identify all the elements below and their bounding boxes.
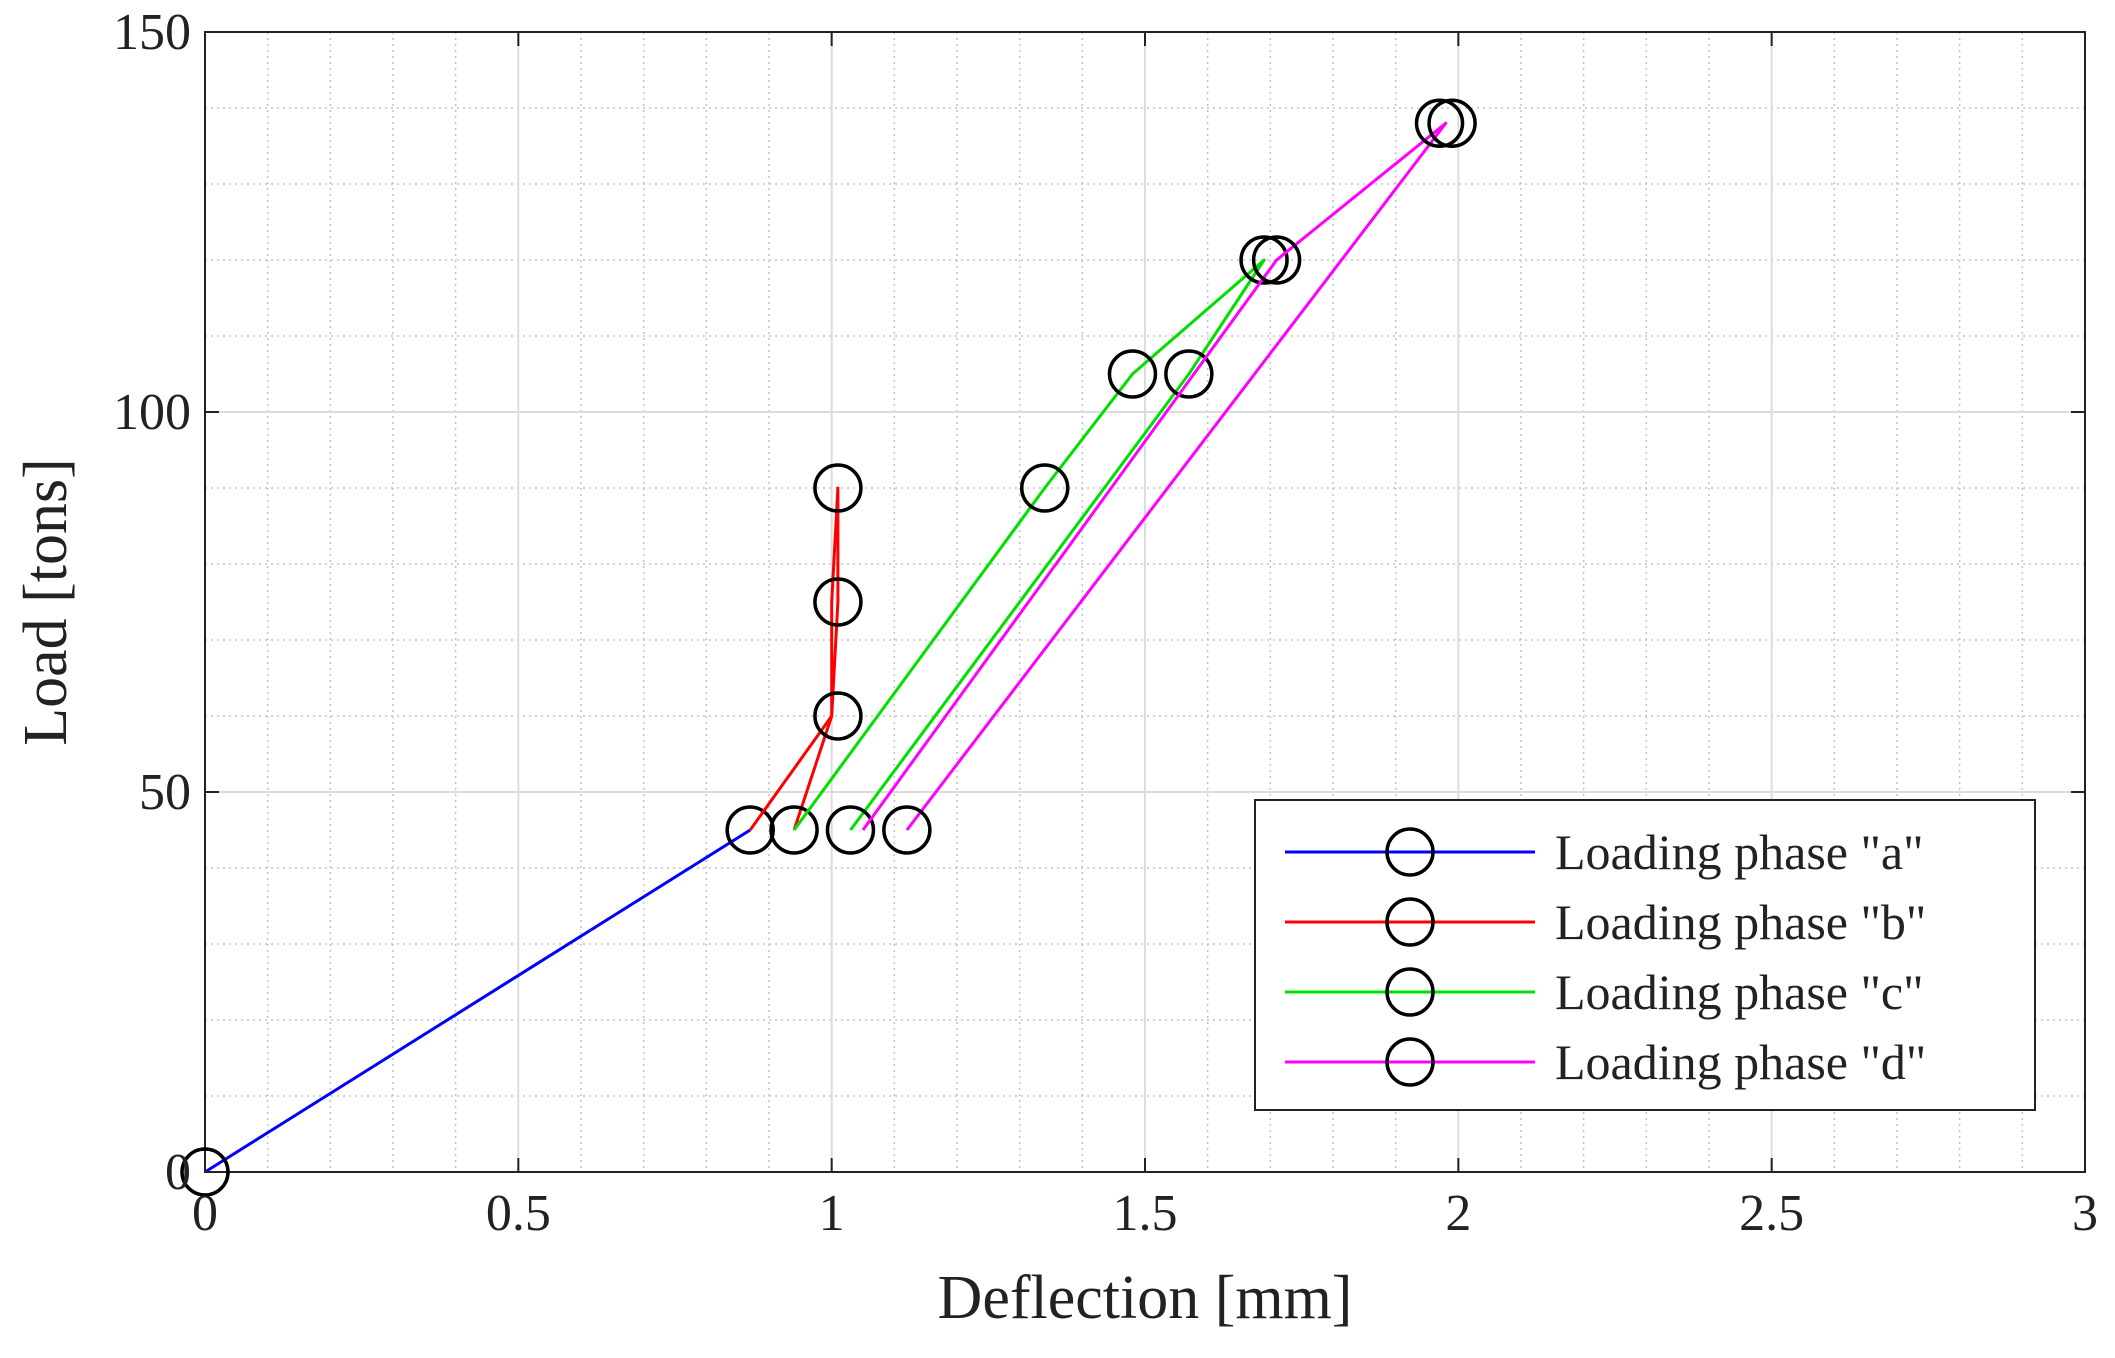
x-tick-label: 0.5 — [486, 1185, 551, 1242]
data-point-marker — [1239, 235, 1289, 285]
y-axis-title: Load [tons] — [12, 458, 80, 746]
series-layer — [180, 98, 1477, 1197]
legend-label: Loading phase "a" — [1555, 824, 1923, 880]
y-tick-label: 0 — [165, 1144, 191, 1201]
x-tick-label: 1.5 — [1113, 1185, 1178, 1242]
legend-marker-sample — [1385, 1037, 1435, 1087]
legend: Loading phase "a" Loading phase "b" Loadin… — [1254, 799, 2036, 1111]
x-tick-label: 3 — [2072, 1185, 2098, 1242]
data-point-marker — [813, 691, 863, 741]
legend-item: Loading phase "c" — [1285, 964, 1923, 1020]
data-point-marker — [1164, 349, 1214, 399]
legend-item: Loading phase "d" — [1285, 1034, 1926, 1090]
series-1 — [180, 805, 775, 1197]
data-point-marker — [1251, 235, 1302, 285]
y-tick-label: 50 — [139, 764, 191, 821]
legend-label: Loading phase "b" — [1555, 894, 1926, 950]
data-point-marker — [1019, 463, 1070, 513]
legend-marker-sample — [1385, 967, 1435, 1017]
series-2 — [748, 463, 863, 855]
y-tick-label: 150 — [113, 4, 191, 61]
legend-label: Loading phase "c" — [1555, 964, 1923, 1020]
data-point-marker — [825, 805, 876, 855]
x-axis-title: Deflection [mm] — [938, 1264, 1353, 1332]
tick-layer: 0 0.5 1 1.5 2 2.5 3 0 50 100 150 — [113, 4, 2098, 1242]
legend-marker-sample — [1385, 827, 1435, 877]
data-point-marker — [1427, 98, 1477, 148]
series-line — [861, 121, 1448, 831]
series-4 — [861, 98, 1477, 855]
legend-items: Loading phase "a" Loading phase "b" Loadin… — [1285, 824, 1926, 1090]
x-tick-label: 1 — [819, 1185, 845, 1242]
series-line — [748, 486, 840, 831]
data-point-marker — [882, 805, 932, 855]
series-line — [204, 828, 751, 1174]
data-point-marker — [180, 1147, 230, 1197]
data-point-marker — [813, 577, 863, 627]
y-tick-label: 100 — [113, 384, 191, 441]
data-point-marker — [725, 805, 775, 855]
x-tick-label: 2.5 — [1739, 1185, 1804, 1242]
data-point-marker — [1414, 98, 1465, 148]
x-tick-label: 0 — [192, 1185, 218, 1242]
legend-item: Loading phase "a" — [1285, 824, 1923, 880]
data-point-marker — [1107, 349, 1158, 399]
legend-marker-sample — [1385, 897, 1435, 947]
legend-label: Loading phase "d" — [1555, 1034, 1926, 1090]
data-point-marker — [813, 463, 863, 513]
series-line — [792, 258, 1266, 831]
legend-item: Loading phase "b" — [1285, 894, 1926, 950]
x-tick-label: 2 — [1445, 1185, 1471, 1242]
data-point-marker — [769, 805, 819, 855]
series-3 — [792, 235, 1289, 855]
